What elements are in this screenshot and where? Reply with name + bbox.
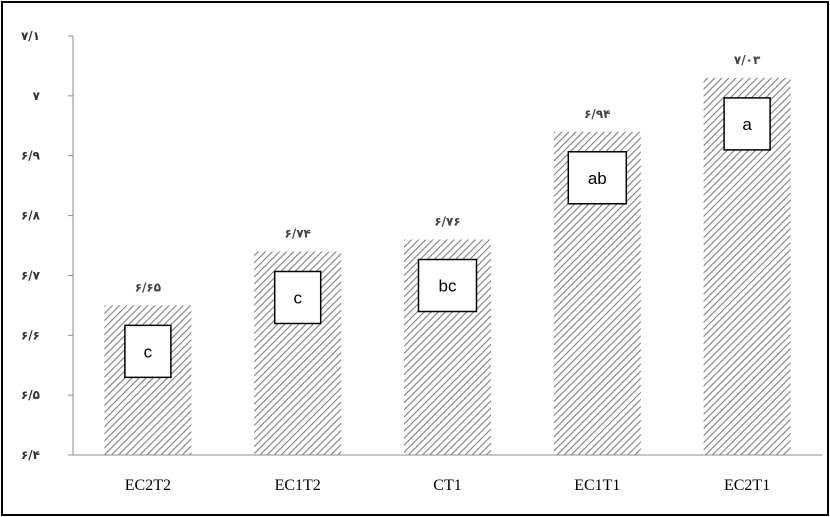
bar-value-label: ۶/۶۵ <box>135 280 161 294</box>
bar-value-label: ۶/۹۴ <box>584 107 610 121</box>
significance-box <box>417 258 478 313</box>
significance-letter: a <box>742 115 752 134</box>
y-tick-label: ۶/۸ <box>21 209 41 223</box>
x-category-label: CT1 <box>433 477 461 494</box>
x-category-label: EC2T2 <box>125 477 171 494</box>
bar-value-label: ۷/۰۳ <box>734 53 761 67</box>
significance-letter: bc <box>439 277 457 296</box>
significance-box <box>567 151 628 205</box>
y-tick-label: ۷/۱ <box>21 29 40 43</box>
y-tick-label: ۶/۴ <box>21 448 40 462</box>
x-category-label: EC1T2 <box>275 477 321 494</box>
y-tick-label: ۶/۶ <box>21 328 40 342</box>
x-category-label: EC1T1 <box>574 477 620 494</box>
significance-letter: c <box>144 342 153 361</box>
bar-value-label: ۶/۷۶ <box>434 215 460 229</box>
significance-box <box>273 270 322 325</box>
significance-letter: c <box>293 288 302 307</box>
significance-letter: ab <box>588 169 607 188</box>
bar-value-label: ۶/۷۴ <box>285 226 311 240</box>
significance-box <box>723 97 771 151</box>
y-tick-label: ۶/۷ <box>21 268 41 282</box>
significance-box <box>124 324 172 379</box>
y-tick-label: ۶/۵ <box>21 388 40 402</box>
y-tick-label: ۶/۹ <box>21 149 41 163</box>
x-category-label: EC2T1 <box>724 477 770 494</box>
y-tick-label: ۷ <box>33 89 41 103</box>
